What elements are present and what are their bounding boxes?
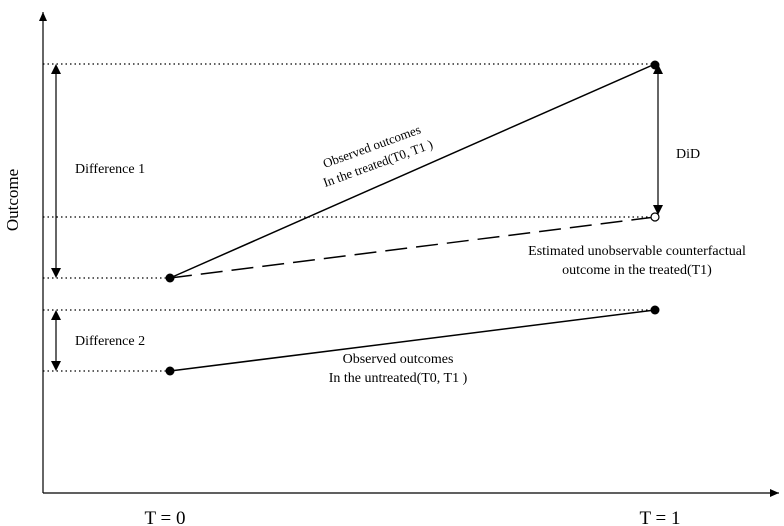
y-axis-label: Outcome: [3, 169, 22, 231]
point-untreated-t1: [650, 305, 660, 315]
difference1-arrow: [51, 64, 61, 278]
difference2-arrow: [51, 310, 61, 371]
untreated-caption-line2: In the untreated(T0, T1 ): [329, 371, 468, 386]
x-tick-t0: T = 0: [145, 508, 186, 526]
dotted-guides: [43, 63, 655, 372]
difference1-label: Difference 1: [75, 162, 145, 177]
difference2-label: Difference 2: [75, 334, 145, 349]
x-tick-t1: T = 1: [640, 508, 681, 526]
point-treated-t0: [165, 273, 175, 283]
point-counterfactual-t1: [650, 212, 660, 222]
counterfactual-caption-line2: outcome in the treated(T1): [562, 263, 712, 278]
did-arrow: [653, 64, 663, 215]
counterfactual-line: [169, 216, 656, 279]
untreated-caption-line1: Observed outcomes: [343, 352, 454, 367]
untreated-line: [169, 309, 656, 372]
treated-line: [169, 63, 656, 279]
treated-caption: Observed outcomes In the treated(T0, T1 …: [321, 122, 435, 190]
point-treated-t1: [650, 60, 660, 70]
counterfactual-caption-line1: Estimated unobservable counterfactual: [528, 244, 746, 259]
point-untreated-t0: [165, 366, 175, 376]
did-label: DiD: [676, 147, 700, 162]
